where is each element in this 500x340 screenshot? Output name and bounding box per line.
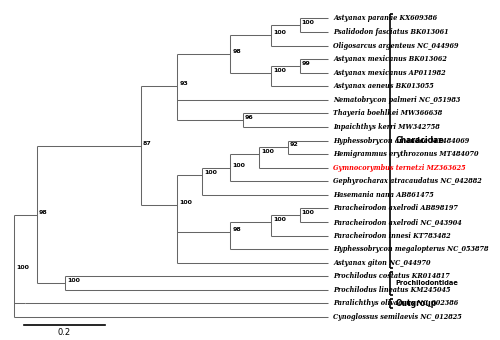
Text: 100: 100 xyxy=(302,210,314,215)
Text: 93: 93 xyxy=(180,81,188,86)
Text: Characidae: Characidae xyxy=(396,136,444,145)
Text: Prochilodus lineatus KM245045: Prochilodus lineatus KM245045 xyxy=(333,286,450,294)
Text: Paralichthys olivaceus NC_002386: Paralichthys olivaceus NC_002386 xyxy=(333,300,458,307)
Text: Gephyrocharax atracaudatus NC_042882: Gephyrocharax atracaudatus NC_042882 xyxy=(333,177,482,185)
Text: Oligosarcus argenteus NC_044969: Oligosarcus argenteus NC_044969 xyxy=(333,41,458,50)
Text: Hyphessobrycon megalopterus NC_053878: Hyphessobrycon megalopterus NC_053878 xyxy=(333,245,488,253)
Text: 100: 100 xyxy=(274,217,286,222)
Text: 99: 99 xyxy=(302,61,310,66)
Text: Astyanax mexicanus BK013062: Astyanax mexicanus BK013062 xyxy=(333,55,447,63)
Text: Astyanax paranae KX609386: Astyanax paranae KX609386 xyxy=(333,14,438,22)
Text: Cynoglossus semilaevis NC_012825: Cynoglossus semilaevis NC_012825 xyxy=(333,313,462,321)
Text: 98: 98 xyxy=(39,210,48,215)
Text: 0.2: 0.2 xyxy=(58,328,71,338)
Text: 100: 100 xyxy=(274,68,286,73)
Text: 100: 100 xyxy=(68,278,80,283)
Text: Paracheirodon axelrodi NC_043904: Paracheirodon axelrodi NC_043904 xyxy=(333,218,462,226)
Text: 100: 100 xyxy=(180,200,192,205)
Text: Astyanax aeneus BK013055: Astyanax aeneus BK013055 xyxy=(333,82,434,90)
Text: Paracheirodon axelrodi AB898197: Paracheirodon axelrodi AB898197 xyxy=(333,204,458,212)
Text: 96: 96 xyxy=(244,115,254,120)
Text: 100: 100 xyxy=(232,163,245,168)
Text: Paracheirodon innesi KT783482: Paracheirodon innesi KT783482 xyxy=(333,232,451,240)
Text: Nematobrycon palmeri NC_051983: Nematobrycon palmeri NC_051983 xyxy=(333,96,460,104)
Text: Psalidodon fasciatus BK013061: Psalidodon fasciatus BK013061 xyxy=(333,28,449,36)
Text: Astyanax mexicanus AP011982: Astyanax mexicanus AP011982 xyxy=(333,69,446,77)
Text: Astyanax giton NC_044970: Astyanax giton NC_044970 xyxy=(333,259,430,267)
Text: Hasemania nana AB861475: Hasemania nana AB861475 xyxy=(333,191,434,199)
Text: Hyphessobrycon amandae MT484069: Hyphessobrycon amandae MT484069 xyxy=(333,137,469,144)
Text: 92: 92 xyxy=(290,142,298,147)
Text: 100: 100 xyxy=(204,170,217,174)
Text: 100: 100 xyxy=(16,265,29,270)
Text: 98: 98 xyxy=(232,227,241,232)
Text: 100: 100 xyxy=(274,30,286,35)
Text: 87: 87 xyxy=(143,141,152,146)
Text: Prochilodontidae: Prochilodontidae xyxy=(396,280,458,286)
Text: Hemigrammus erythrozonus MT484070: Hemigrammus erythrozonus MT484070 xyxy=(333,150,478,158)
Text: Thayeria boehlkei MW366638: Thayeria boehlkei MW366638 xyxy=(333,109,442,117)
Text: 100: 100 xyxy=(261,149,274,154)
Text: Gymnocorymbus ternetzi MZ363625: Gymnocorymbus ternetzi MZ363625 xyxy=(333,164,466,172)
Text: Outgroup: Outgroup xyxy=(396,299,437,308)
Text: 98: 98 xyxy=(232,49,241,54)
Text: 100: 100 xyxy=(302,20,314,25)
Text: Prochilodus costatus KR014817: Prochilodus costatus KR014817 xyxy=(333,272,450,280)
Text: Inpaichthys kerri MW342758: Inpaichthys kerri MW342758 xyxy=(333,123,440,131)
